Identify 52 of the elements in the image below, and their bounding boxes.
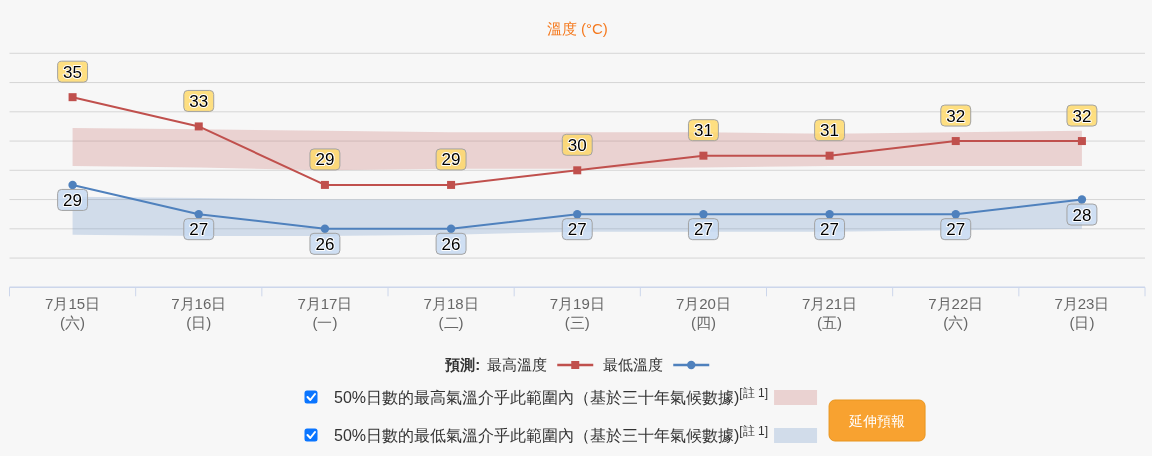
data-label: 27 [561,218,593,241]
data-label: 27 [940,218,972,241]
legend-title: 預測: [445,356,481,373]
data-label: 27 [567,220,587,240]
data-label: 32 [940,104,972,127]
data-label: 26 [435,232,467,255]
legend-label: 最低溫度 [603,356,664,373]
title: 溫度 (°C) [546,20,608,37]
data-label: 35 [63,62,83,82]
x-tick-label: 7月19日 (三) [549,295,605,331]
data-label: 33 [183,89,215,112]
x-tick-label: 7月15日 (六) [45,295,101,331]
x-tick-label: 7月18日 (二) [423,295,479,331]
data-label: 27 [820,220,840,240]
data-label: 27 [693,220,713,240]
data-label: 28 [1066,203,1098,226]
data-label: 26 [315,234,335,254]
data-label: 29 [309,148,341,171]
data-label: 28 [1072,205,1092,225]
data-label: 32 [946,106,966,126]
x-tick-label: 7月17日 (一) [297,295,353,331]
annotation: 延伸預報 [849,413,906,429]
data-label: 32 [1066,104,1098,127]
data-label: 32 [1072,106,1092,126]
data-label: 31 [687,119,719,142]
data-label: 27 [183,218,215,241]
data-label: 35 [57,60,89,83]
x-tick-label: 7月16日 (日) [171,295,227,331]
data-label: 29 [315,150,335,170]
data-label: 33 [189,91,209,111]
data-label: 31 [820,121,840,141]
x-tick-label: 7月21日 (五) [802,295,858,331]
annotation: 50%日數的最低氣溫介乎此範圍內（基於三十年氣候數據)$^{[註 1]}$ [334,424,769,444]
x-tick-label: 7月22日 (六) [928,295,984,331]
data-label: 31 [693,121,713,141]
data-label: 26 [441,234,461,254]
x-tick-label: 7月20日 (四) [675,295,731,331]
data-label: 26 [309,232,341,255]
data-label: 29 [435,148,467,171]
data-label: 27 [946,220,966,240]
legend-label: 最高溫度 [487,356,548,373]
data-label: 27 [189,220,209,240]
annotation: 50%日數的最高氣溫介乎此範圍內（基於三十年氣候數據)$^{[註 1]}$ [334,386,769,406]
data-label: 29 [57,188,89,211]
data-label: 27 [814,218,846,241]
data-label: 30 [567,135,587,155]
data-label: 29 [63,190,83,210]
x-tick-label: 7月23日 (日) [1054,295,1110,331]
data-label: 30 [561,133,593,156]
data-label: 31 [814,119,846,142]
data-label: 27 [687,218,719,241]
data-label: 29 [441,150,461,170]
